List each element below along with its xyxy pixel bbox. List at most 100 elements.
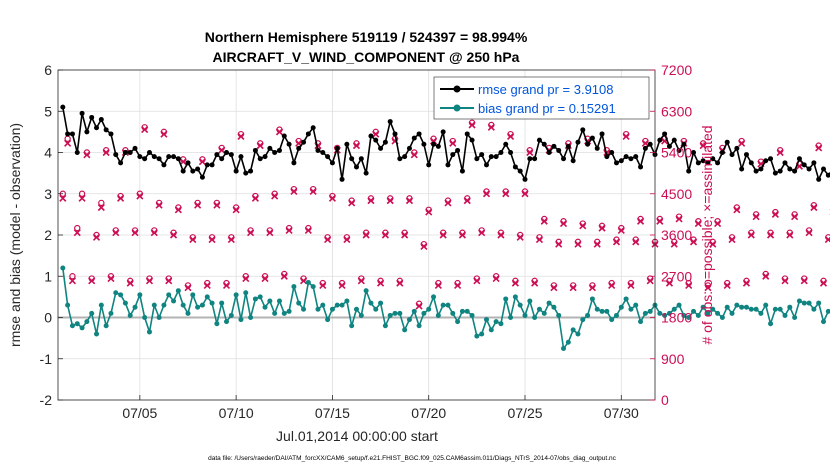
bias-point [122, 300, 128, 306]
obs-assimilated-point [723, 281, 731, 289]
bias-point [310, 284, 316, 290]
bias-point [262, 304, 268, 310]
obs-assimilated-point [487, 123, 495, 131]
obs-assimilated-point [266, 229, 274, 237]
rmse-point [137, 154, 143, 160]
bias-point [65, 302, 71, 308]
y2-tick-label-3: 2700 [661, 268, 692, 284]
rmse-point [729, 152, 735, 158]
obs-assimilated-point [78, 194, 86, 202]
bias-point [710, 306, 716, 312]
obs-assimilated-point [208, 236, 216, 244]
rmse-point [609, 150, 615, 155]
obs-assimilated-point [598, 224, 606, 232]
bias-point [811, 306, 817, 312]
rmse-point [349, 156, 355, 162]
rmse-point [344, 141, 350, 147]
y-axis-right: 0 900 1800 2700 3600 4500 5400 6300 7200 [650, 62, 692, 408]
obs-assimilated-point [810, 203, 818, 212]
bias-point [334, 302, 340, 308]
rmse-point [628, 156, 634, 162]
bias-point [214, 321, 220, 327]
bias-point [580, 317, 586, 323]
rmse-point [426, 162, 432, 168]
bias-point [60, 265, 66, 271]
obs-assimilated-point [271, 192, 279, 200]
rmse-point [416, 131, 422, 137]
y2-tick-label-5: 4500 [661, 186, 692, 202]
rmse-point [69, 131, 75, 137]
obs-assimilated-point [304, 226, 312, 234]
obs-assimilated-point [377, 279, 385, 287]
obs-assimilated-point [372, 130, 380, 138]
bias-point [175, 288, 181, 294]
bias-point [527, 298, 533, 304]
bias-point [695, 312, 701, 318]
rmse-point [469, 137, 475, 143]
obs-assimilated-point [506, 132, 515, 141]
obs-assimilated-point [102, 148, 110, 157]
rmse-point [368, 133, 374, 139]
bias-point [233, 292, 239, 298]
obs-assimilated-point [174, 206, 182, 214]
bias-point [166, 292, 172, 298]
rmse-point [113, 152, 119, 158]
rmse-point [488, 154, 494, 160]
bias-point [642, 310, 648, 316]
obs-assimilated-point [261, 274, 269, 283]
obs-assimilated-point [112, 229, 120, 237]
rmse-point [710, 156, 716, 162]
bias-point [782, 312, 788, 318]
rmse-point [647, 141, 653, 147]
obs-assimilated-point [425, 208, 433, 216]
y-axis-left: -2 -1 0 1 2 3 4 5 6 [40, 62, 63, 408]
rmse-point [676, 147, 682, 153]
obs-assimilated-point [492, 274, 500, 283]
rmse-point [613, 160, 619, 166]
rmse-point [180, 168, 186, 174]
rmse-point [334, 145, 340, 151]
obs-assimilated-point [381, 231, 389, 239]
rmse-point [561, 156, 567, 162]
rmse-point [108, 131, 114, 137]
rmse-point [691, 150, 697, 155]
rmse-point [551, 143, 557, 149]
y-tick-label-7: 5 [44, 103, 52, 119]
bias-point [272, 310, 278, 316]
y-tick-label-0: -2 [40, 392, 53, 408]
obs-assimilated-point [362, 231, 370, 239]
rmse-point [406, 145, 412, 151]
rmse-point [262, 154, 268, 160]
bias-point [585, 312, 591, 318]
bias-point [103, 323, 109, 329]
bias-point [570, 327, 576, 333]
rmse-point [638, 164, 644, 170]
rmse-point [479, 152, 485, 158]
rmse-point [719, 150, 725, 155]
rmse-point [65, 131, 71, 137]
bias-point [118, 292, 124, 298]
rmse-point [281, 133, 287, 139]
bias-point [146, 329, 152, 335]
bias-point [532, 315, 538, 320]
rmse-point [517, 168, 523, 174]
rmse-point [604, 154, 610, 160]
bias-point [825, 308, 830, 314]
bias-point [609, 317, 615, 323]
bias-point [199, 302, 205, 308]
y-tick-label-5: 3 [44, 186, 52, 202]
obs-assimilated-point [68, 277, 77, 285]
obs-assimilated-point [612, 238, 621, 246]
obs-assimilated-point [232, 206, 240, 214]
bias-point [320, 302, 326, 308]
rmse-point [146, 150, 152, 155]
bias-point [681, 312, 687, 318]
obs-assimilated-point [83, 151, 91, 159]
bias-point [209, 300, 215, 306]
bias-point [156, 315, 162, 320]
rmse-point [411, 135, 417, 141]
bias-point [69, 323, 75, 329]
obs-assimilated-point [97, 203, 105, 212]
bias-point [546, 300, 552, 306]
rmse-point [301, 139, 307, 145]
